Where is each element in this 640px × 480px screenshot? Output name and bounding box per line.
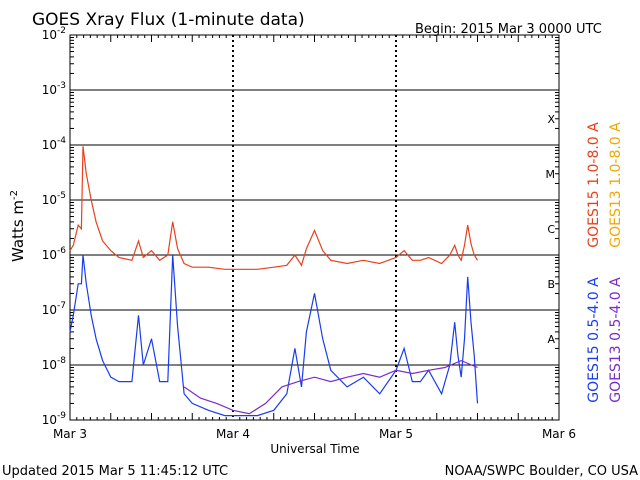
legend-entry: GOES15 1.0-8.0 A [586, 122, 602, 248]
flare-class-label: A [547, 333, 555, 346]
flare-class-label: C [547, 223, 555, 236]
x-tick-label: Mar 4 [216, 427, 250, 441]
chart-title: GOES Xray Flux (1-minute data) [32, 10, 305, 30]
flare-class-label: M [546, 168, 556, 181]
y-tick-label: 10-5 [42, 191, 66, 207]
updated-timestamp: Updated 2015 Mar 5 11:45:12 UTC [2, 464, 228, 479]
y-tick-label: 10-9 [42, 411, 67, 427]
flare-class-label: B [547, 278, 555, 291]
legend: GOES15 1.0-8.0 A GOES13 1.0-8.0 A GOES15 0… [586, 122, 624, 403]
y-axis-label: Watts m-2 [9, 190, 27, 262]
x-tick-label: Mar 6 [542, 427, 576, 441]
series-line [69, 146, 479, 270]
y-tick-label: 10-7 [42, 301, 66, 317]
legend-entry: GOES13 1.0-8.0 A [608, 122, 624, 248]
y-tick-label: 10-4 [42, 136, 67, 152]
y-tick-label: 10-8 [42, 356, 67, 372]
flare-class-label: X [547, 113, 555, 126]
begin-date: Begin: 2015 Mar 3 0000 UTC [415, 22, 602, 37]
y-axis-label-base: Watts m [9, 200, 27, 262]
series-line [183, 359, 478, 415]
x-axis-label: Universal Time [270, 442, 359, 456]
legend-entry: GOES15 0.5-4.0 A [586, 277, 602, 403]
y-axis-label-exp: -2 [9, 190, 20, 200]
x-tick-label: Mar 3 [53, 427, 87, 441]
y-tick-label: 10-3 [42, 81, 66, 97]
x-tick-label: Mar 5 [379, 427, 413, 441]
legend-entry: GOES13 0.5-4.0 A [608, 277, 624, 403]
y-tick-label: 10-2 [42, 26, 66, 42]
series-line [69, 254, 479, 417]
y-tick-label: 10-6 [42, 246, 67, 262]
credit: NOAA/SWPC Boulder, CO USA [445, 464, 638, 479]
